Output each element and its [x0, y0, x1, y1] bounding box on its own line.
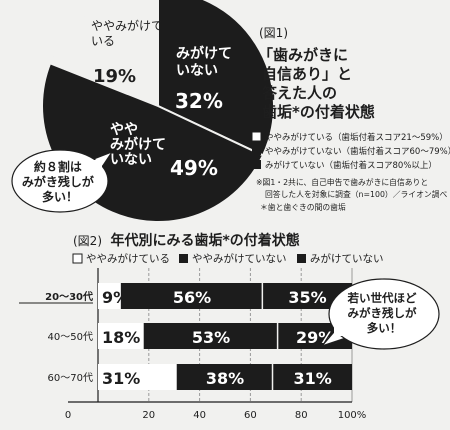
bar-segment-1-0: [98, 323, 144, 349]
x-tick-label-60: 60: [244, 410, 257, 421]
slice-value-not-brushed: 32%: [175, 89, 223, 113]
figure1-pie: ややみがけて いる 19% みがけて いない 32% やや みがけて いない 4…: [11, 0, 450, 223]
category-label-1: 40〜50代: [48, 331, 93, 343]
bar-segment-2-0: [98, 364, 177, 390]
legend2-text-slightly-brushed: ややみがけている: [86, 252, 170, 265]
bar-segment-2-2: [273, 364, 352, 390]
bar-value-label-1-0: 18%: [102, 328, 140, 347]
legend-swatch-not-brushed: [252, 160, 261, 169]
figure1-legend: ややみがけている（歯垢付着スコア21〜59%） ややみがけていない（歯垢付着スコ…: [251, 131, 450, 171]
slice-value-slightly-brushed: 19%: [93, 66, 136, 87]
x-tick-label-20: 20: [142, 410, 155, 421]
bar-callout-bubble: 若い世代ほど みがき残しが 多い！: [320, 278, 440, 350]
note-line-1: ※図1・2共に、自己申告で歯みがきに自信ありと: [256, 177, 428, 187]
x-tick-label-80: 80: [295, 410, 308, 421]
x-axis-ticks: 0 20 40 60 80 100%: [65, 410, 366, 421]
figure2-label: (図2): [73, 234, 102, 248]
bar-segment-2-1: [176, 364, 272, 390]
bar-value-label-2-2: 31%: [293, 369, 331, 388]
figure1-notes: ※図1・2共に、自己申告で歯みがきに自信ありと 回答した人を対象に調査（n=10…: [256, 177, 447, 212]
x-tick-label-100: 100%: [338, 410, 367, 421]
bar-rows: 20〜30代 9% 56% 35%40〜50代 18% 53% 29%60〜70代 31% 38…: [19, 283, 352, 390]
category-label-2: 60〜70代: [48, 372, 93, 384]
legend2-swatch-slightly-brushed: [72, 253, 83, 264]
bar-value-label-2-0: 31%: [102, 369, 140, 388]
legend2-swatch-slightly-not-brushed: [179, 254, 188, 263]
pie-slice-not-brushed: [157, 0, 275, 157]
pie-slice-slightly-brushed: [50, 0, 158, 106]
figure2-legend: ややみがけている ややみがけていない みがけていない: [72, 252, 384, 265]
note-line-3: ＊歯と歯ぐきの間の歯垢: [260, 202, 346, 212]
legend-text-slightly-brushed: ややみがけている（歯垢付着スコア21〜59%）: [265, 132, 448, 143]
bar-segment-1-1: [143, 323, 277, 349]
note-line-2: 回答した人を対象に調査（n=100）／ライオン調べ: [265, 189, 447, 199]
legend-swatch-slightly-not-brushed: [252, 146, 261, 155]
bar-value-label-0-1: 56%: [173, 288, 211, 307]
figure2-stacked-bar: (図2) 年代別にみる歯垢*の付着状態 ややみがけている ややみがけていない み…: [19, 232, 440, 421]
bar-value-label-0-2: 35%: [288, 288, 326, 307]
figure1-title: 「歯みがきに 自信あり」と 答えた人の 歯垢*の付着状態: [258, 46, 375, 121]
figure1-label: (図1): [259, 26, 288, 40]
slice-label-slightly-brushed: ややみがけて いる: [91, 18, 167, 48]
pie-callout-text: 約８割は みがき残しが 多い！: [22, 159, 98, 204]
x-tick-label-0: 0: [65, 410, 71, 421]
legend2-swatch-not-brushed: [297, 254, 306, 263]
pie-callout-bubble: 約８割は みがき残しが 多い！: [11, 149, 114, 213]
slice-value-slightly-not-brushed: 49%: [170, 156, 218, 180]
figure2-title-line: (図2) 年代別にみる歯垢*の付着状態: [73, 232, 300, 249]
bar-segment-0-1: [120, 283, 262, 309]
x-tick-label-40: 40: [193, 410, 206, 421]
category-label-0: 20〜30代: [45, 290, 93, 303]
bar-callout-text: 若い世代ほど みがき残しが 多い！: [347, 291, 420, 335]
legend2-text-not-brushed: みがけていない: [310, 252, 384, 265]
bar-value-label-2-1: 38%: [206, 369, 244, 388]
legend-text-not-brushed: みがけていない（歯垢付着スコア80%以上）: [265, 160, 437, 171]
legend-swatch-slightly-brushed: [251, 131, 262, 142]
bar-segment-0-0: [98, 283, 121, 309]
legend-text-slightly-not-brushed: ややみがけていない（歯垢付着スコア60〜79%）: [265, 146, 450, 157]
bar-value-label-1-1: 53%: [192, 328, 230, 347]
figure2-title: 年代別にみる歯垢*の付着状態: [110, 232, 299, 249]
slice-label-slightly-not-brushed: やや みがけて いない: [110, 122, 171, 168]
legend2-text-slightly-not-brushed: ややみがけていない: [192, 252, 287, 265]
slice-label-not-brushed: みがけて いない: [176, 45, 237, 79]
